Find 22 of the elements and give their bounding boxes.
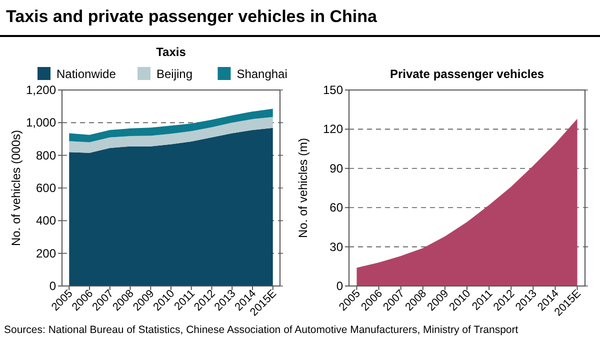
y-axis-title: No. of vehicles (000s) xyxy=(9,130,23,246)
y-tick-label: 1,200 xyxy=(26,83,56,97)
legend-label: Beijing xyxy=(156,67,193,81)
y-tick-label: 90 xyxy=(330,161,344,176)
legend-label: Nationwide xyxy=(56,67,116,81)
y-tick-label: 200 xyxy=(36,246,56,260)
chart-subtitle: Taxis xyxy=(156,45,186,59)
source-note: Sources: National Bureau of Statistics, Chinese Association of Automotive Manufacturers, Ministry of Transport xyxy=(4,324,518,336)
y-tick-label: 600 xyxy=(36,181,56,195)
y-tick-label: 0 xyxy=(336,279,344,293)
y-tick-label: 60 xyxy=(330,200,344,215)
y-tick-label: 120 xyxy=(322,122,344,136)
y-tick-label: 800 xyxy=(36,148,56,162)
legend-label: Shanghai xyxy=(236,67,288,81)
chart-title: Taxis and private passenger vehicles in China xyxy=(6,7,378,26)
y-tick-label: 1,000 xyxy=(26,116,56,130)
y-tick-label: 400 xyxy=(36,214,56,228)
y-axis-title: No. of vehicles (m) xyxy=(296,138,310,238)
y-tick-label: 150 xyxy=(322,83,344,97)
y-tick-label: 30 xyxy=(330,240,344,254)
chart-title: Private passenger vehicles xyxy=(390,67,544,81)
y-tick-label: 0 xyxy=(49,279,56,293)
